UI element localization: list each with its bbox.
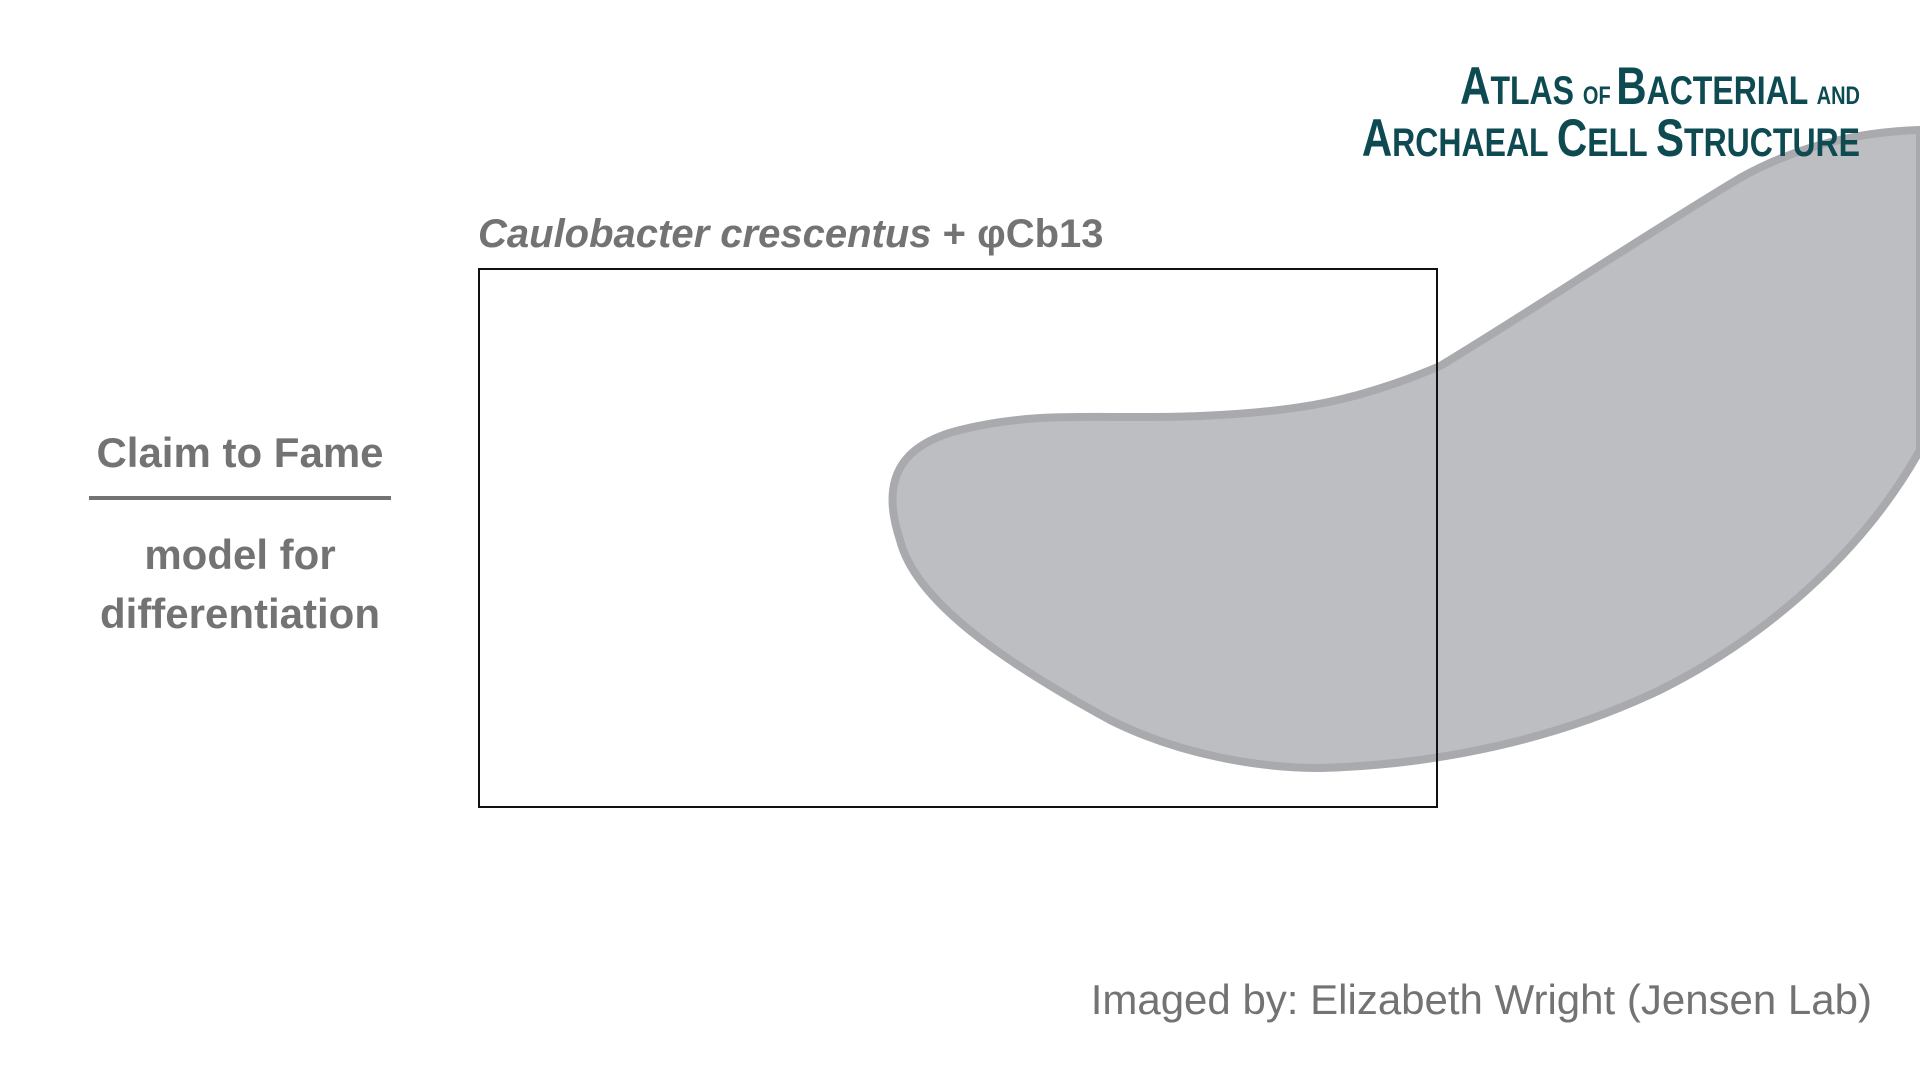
logo-letter: S <box>1656 108 1685 167</box>
claim-divider <box>89 496 391 501</box>
video-frame <box>478 268 1438 808</box>
logo-letter: A <box>1460 56 1491 115</box>
claim-text-line-1: model for <box>144 531 336 579</box>
logo-text: TRUCTURE <box>1684 119 1860 165</box>
atlas-logo: ATLAS OF BACTERIAL AND ARCHAEAL CELL STR… <box>1362 59 1860 164</box>
logo-letter: C <box>1556 108 1588 167</box>
logo-text: ACTERIAL <box>1646 67 1817 113</box>
species-name: Caulobacter crescentus <box>478 212 932 256</box>
image-credit: Imaged by: Elizabeth Wright (Jensen Lab) <box>1090 976 1872 1023</box>
logo-text-small: OF <box>1582 82 1617 110</box>
claim-heading: Claim to Fame <box>96 429 384 476</box>
logo-text: RCHAEAL <box>1392 119 1557 165</box>
claim-text: model for differentiation <box>80 526 400 644</box>
logo-text: TLAS <box>1490 67 1583 113</box>
logo-letter: B <box>1616 56 1647 115</box>
logo-letter: A <box>1361 108 1393 167</box>
claim-text-line-2: differentiation <box>100 590 380 638</box>
phage-name: + φCb13 <box>931 212 1104 256</box>
logo-line-1: ATLAS OF BACTERIAL AND <box>1362 59 1860 113</box>
logo-text-small: AND <box>1816 82 1860 110</box>
logo-line-2: ARCHAEAL CELL STRUCTURE <box>1362 111 1860 165</box>
cell-shape <box>888 125 1920 773</box>
claim-to-fame: Claim to Fame model for differentiation <box>80 428 400 644</box>
specimen-title: Caulobacter crescentus + φCb13 <box>478 212 1104 257</box>
logo-text: ELL <box>1587 119 1656 165</box>
